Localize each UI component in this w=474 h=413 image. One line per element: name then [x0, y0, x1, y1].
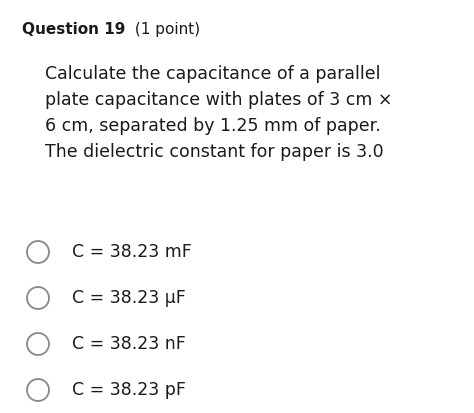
Text: Question 19: Question 19 — [22, 22, 126, 37]
Text: 6 cm, separated by 1.25 mm of paper.: 6 cm, separated by 1.25 mm of paper. — [45, 117, 381, 135]
Text: C = 38.23 pF: C = 38.23 pF — [72, 381, 186, 399]
Text: plate capacitance with plates of 3 cm ×: plate capacitance with plates of 3 cm × — [45, 91, 392, 109]
Text: The dielectric constant for paper is 3.0: The dielectric constant for paper is 3.0 — [45, 143, 383, 161]
Text: Calculate the capacitance of a parallel: Calculate the capacitance of a parallel — [45, 65, 381, 83]
Text: C = 38.23 nF: C = 38.23 nF — [72, 335, 186, 353]
Text: C = 38.23 μF: C = 38.23 μF — [72, 289, 186, 307]
Text: C = 38.23 mF: C = 38.23 mF — [72, 243, 192, 261]
Text: (1 point): (1 point) — [130, 22, 200, 37]
